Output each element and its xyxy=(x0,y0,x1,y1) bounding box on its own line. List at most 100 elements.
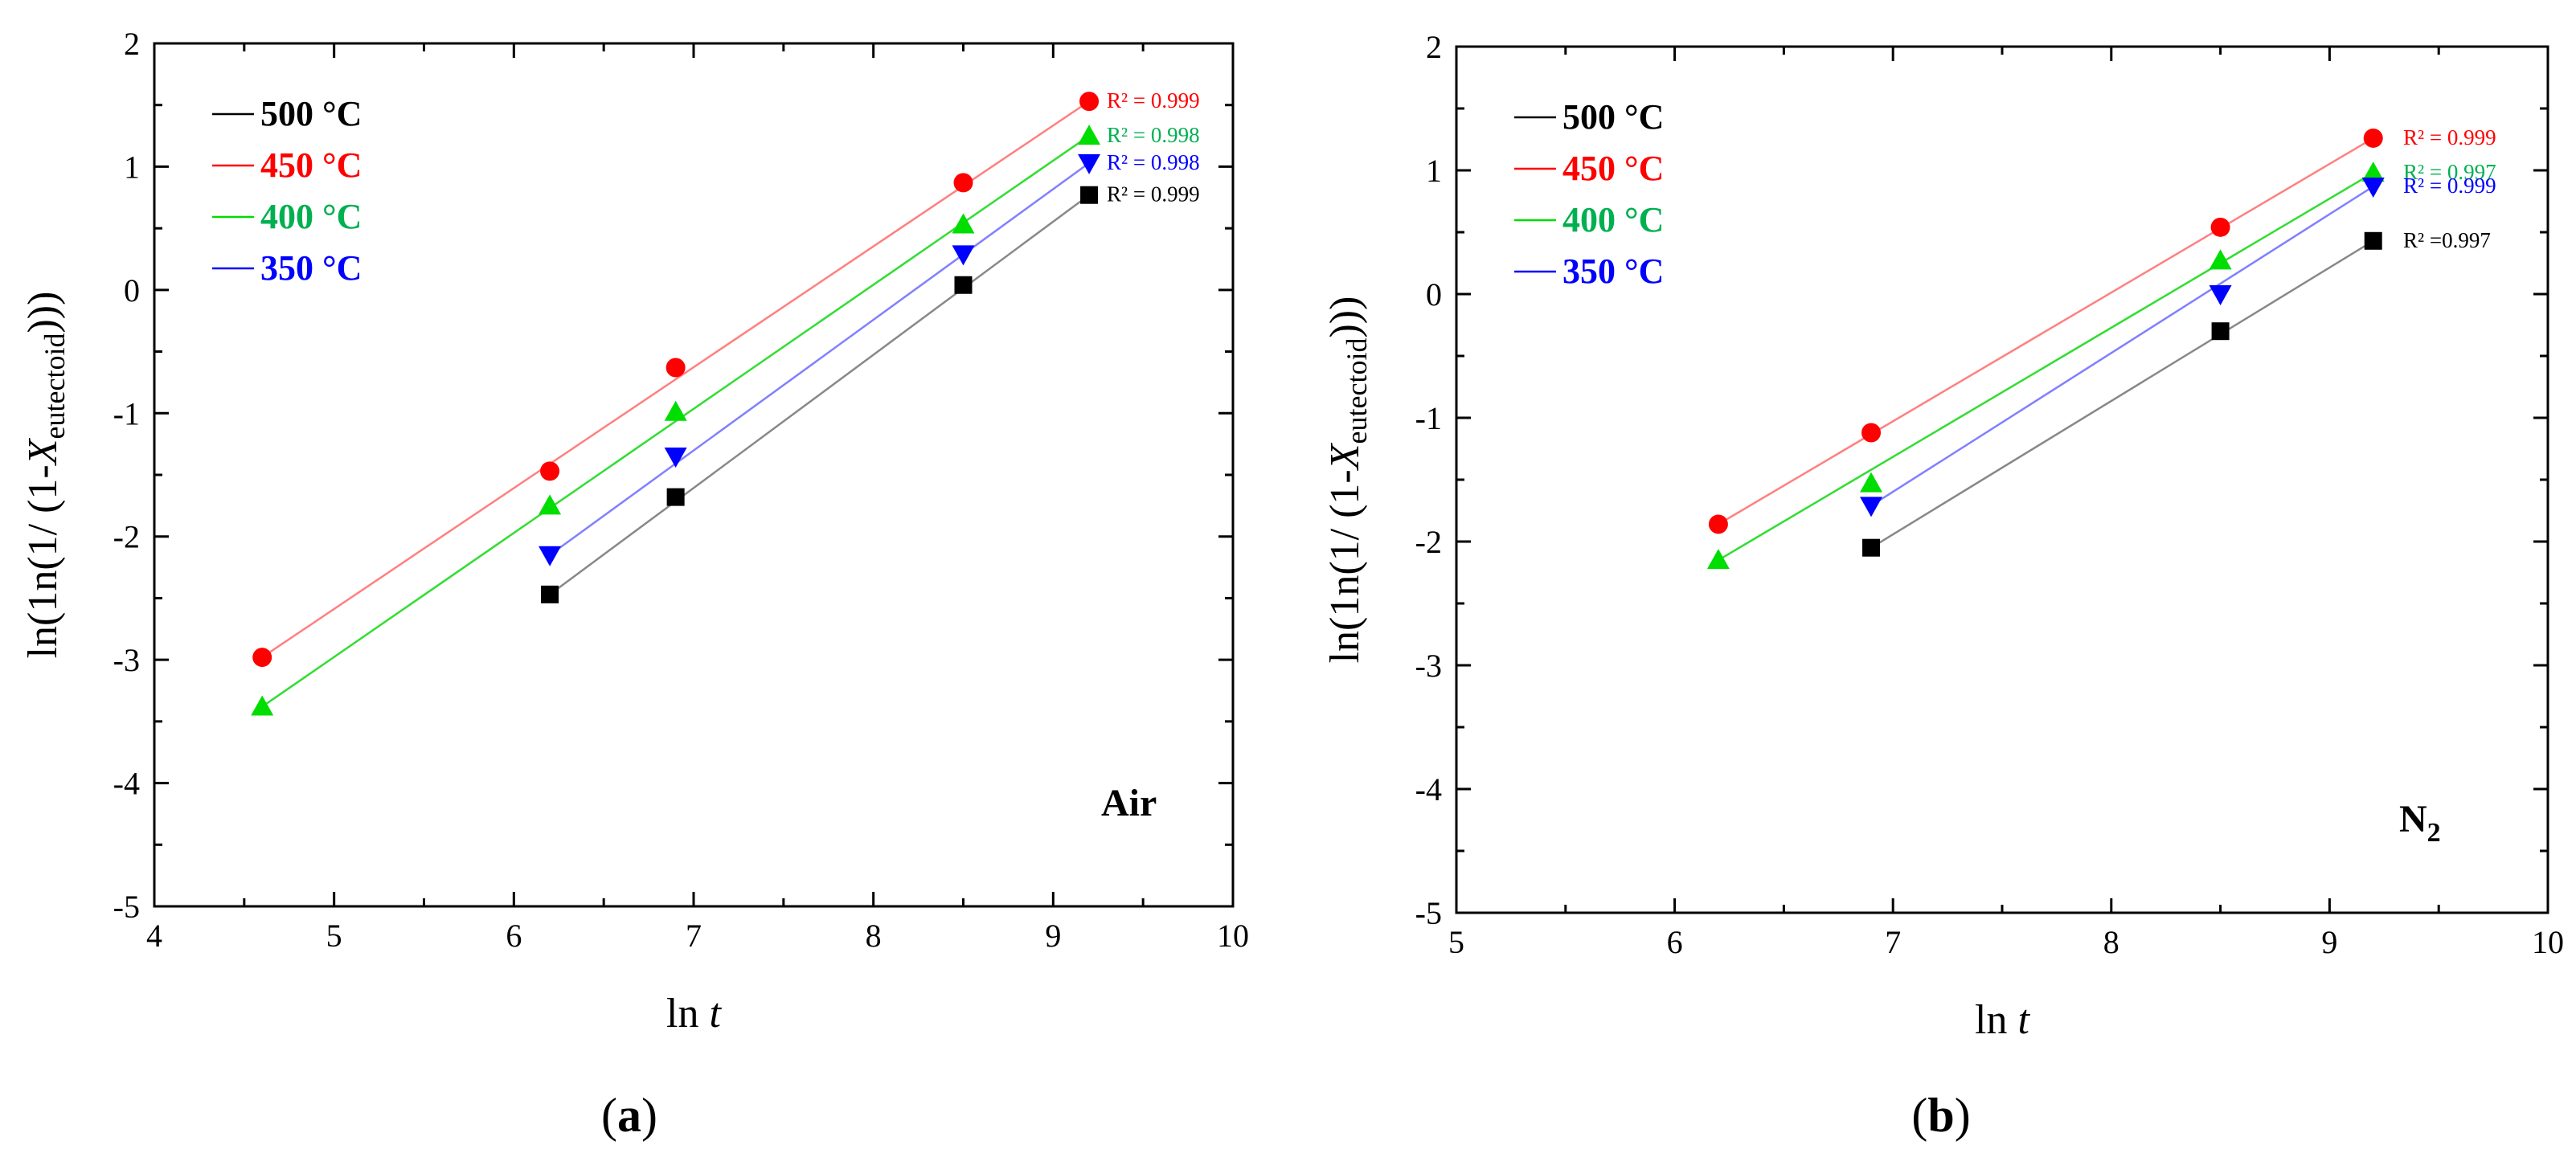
caption-open: ( xyxy=(601,1089,617,1142)
data-point xyxy=(1079,92,1100,112)
data-point xyxy=(2361,178,2385,198)
legend: 500 °C 450 °C 400 °C 350 °C xyxy=(1514,97,1664,291)
x-tick-label: 9 xyxy=(1045,918,1061,954)
x-axis-title-variable: t xyxy=(710,991,723,1037)
panel-caption: (a) xyxy=(601,1089,657,1142)
condition-subscript: 2 xyxy=(2427,818,2441,848)
chart-panel-b: 5 6 7 8 9 10 -5 -4 -3 -2 -1 0 1 2 ln t ln(1n(1/ (1-Xeut… xyxy=(1322,29,2564,1142)
data-point xyxy=(1078,153,1101,174)
data-point xyxy=(954,276,973,294)
data-point xyxy=(664,400,687,421)
caption-open: ( xyxy=(1911,1089,1927,1142)
r2-label: R² = 0.999 xyxy=(1107,182,1200,206)
condition-label: N2 xyxy=(2399,798,2441,848)
y-tick-label: -4 xyxy=(1415,771,1442,808)
data-point xyxy=(1080,186,1099,204)
data-point xyxy=(2211,322,2230,341)
fit-line xyxy=(549,162,1090,556)
caption-close: ) xyxy=(1955,1089,1971,1142)
y-tick-label: 1 xyxy=(1426,153,1442,189)
x-tick-label: 5 xyxy=(326,918,342,954)
y-axis-title: ln(1n(1/ (1-Xeutectoid))) xyxy=(1322,296,1373,664)
legend-label: 500 °C xyxy=(260,94,362,133)
data-point xyxy=(666,358,686,378)
caption-letter: b xyxy=(1927,1089,1954,1142)
y-axis-title-variable: X xyxy=(20,437,66,466)
legend-label: 450 °C xyxy=(260,145,362,185)
legend-label: 400 °C xyxy=(1562,200,1664,239)
condition-text: Air xyxy=(1101,782,1157,824)
data-point xyxy=(2210,217,2230,237)
fit-line xyxy=(261,100,1090,659)
caption-close: ) xyxy=(641,1089,657,1142)
x-tick-label: 6 xyxy=(506,918,522,954)
r2-label: R² = 0.999 xyxy=(2403,174,2496,198)
data-point xyxy=(1708,514,1728,534)
x-tick-label: 10 xyxy=(2532,924,2564,960)
legend-label: 350 °C xyxy=(1562,251,1664,291)
x-tick-label: 6 xyxy=(1667,924,1683,960)
y-axis-title-variable: X xyxy=(1322,442,1368,471)
data-point xyxy=(2364,231,2382,250)
y-axis-title-prefix: ln(1n(1/ (1- xyxy=(20,464,66,658)
series-square: R² =0.997 xyxy=(1862,228,2491,557)
y-tick-label: -1 xyxy=(1415,400,1442,436)
data-point xyxy=(541,585,559,603)
data-point xyxy=(952,245,975,266)
y-axis-title-subscript: eutectoid xyxy=(39,333,71,440)
y-axis-title-subscript: eutectoid xyxy=(1341,338,1373,444)
series-square: R² = 0.999 xyxy=(541,182,1200,603)
y-axis-title-prefix: ln(1n(1/ (1- xyxy=(1322,469,1368,663)
caption-letter: a xyxy=(617,1089,641,1142)
x-axis-title-variable: t xyxy=(2018,997,2031,1043)
legend-label: 350 °C xyxy=(260,248,362,288)
series-circle: R² = 0.999 xyxy=(252,88,1200,668)
x-tick-label: 8 xyxy=(2103,924,2119,960)
x-axis-title: ln t xyxy=(666,991,722,1037)
data-point xyxy=(2209,285,2232,305)
data-point xyxy=(952,213,975,234)
data-point xyxy=(1860,472,1883,493)
x-tick-label: 8 xyxy=(866,918,882,954)
legend: 500 °C 450 °C 400 °C 350 °C xyxy=(212,94,362,288)
series-triangle-down: R² = 0.999 xyxy=(1860,174,2496,517)
legend-label: 400 °C xyxy=(260,197,362,236)
y-axis-title-suffix: ))) xyxy=(20,292,66,333)
data-point xyxy=(664,447,687,468)
x-axis-title-text: ln xyxy=(666,991,709,1037)
y-tick-label: -3 xyxy=(113,642,140,678)
data-point xyxy=(1706,549,1730,570)
x-tick-label: 7 xyxy=(1885,924,1901,960)
data-point xyxy=(666,488,685,506)
fit-line xyxy=(261,135,1090,708)
data-point xyxy=(1078,125,1101,145)
r2-label: R² = 0.998 xyxy=(1107,123,1200,147)
condition-label: Air xyxy=(1101,782,1157,824)
y-axis-title: ln(1n(1/ (1-Xeutectoid))) xyxy=(20,292,71,659)
fit-line xyxy=(1870,239,2374,549)
data-point xyxy=(1862,538,1881,557)
data-point xyxy=(252,648,272,668)
y-tick-label: 2 xyxy=(124,26,140,62)
y-tick-label: -4 xyxy=(113,766,140,802)
x-axis-title-text: ln xyxy=(1975,997,2017,1043)
data-point xyxy=(2209,249,2232,270)
y-tick-label: 1 xyxy=(124,149,140,185)
fit-line xyxy=(1718,137,2374,525)
y-tick-label: 0 xyxy=(124,272,140,309)
condition-text: N xyxy=(2399,798,2427,840)
legend-label: 450 °C xyxy=(1562,149,1664,188)
y-tick-label: -3 xyxy=(1415,648,1442,684)
x-tick-label: 4 xyxy=(146,918,162,954)
series-triangle-up: R² = 0.997 xyxy=(1706,160,2496,570)
legend-label: 500 °C xyxy=(1562,97,1664,137)
x-tick-label: 7 xyxy=(686,918,702,954)
fit-line xyxy=(549,194,1090,595)
data-point xyxy=(1860,497,1883,517)
y-axis-title-suffix: ))) xyxy=(1322,296,1368,338)
series-triangle-up: R² = 0.998 xyxy=(251,123,1200,716)
r2-label: R² = 0.999 xyxy=(1107,88,1200,112)
x-tick-label: 5 xyxy=(1448,924,1464,960)
data-point xyxy=(539,494,562,515)
